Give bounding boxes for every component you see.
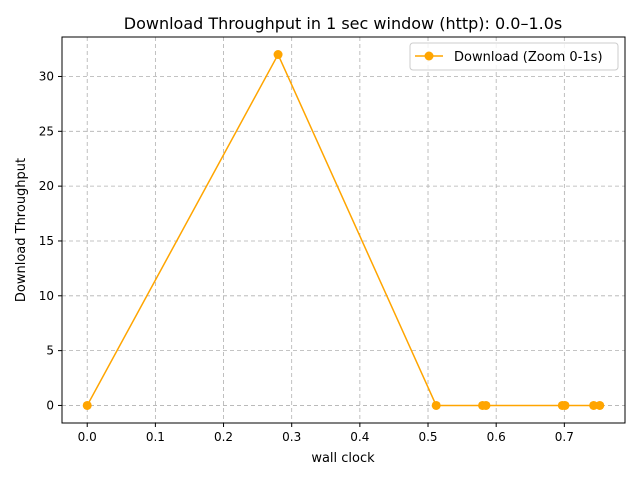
y-axis: 0 5 10 15 20 25 30 [39, 69, 62, 412]
x-tick-label: 0.5 [418, 430, 437, 444]
y-tick-label: 25 [39, 124, 54, 138]
x-tick-label: 0.6 [487, 430, 506, 444]
data-point-marker [273, 50, 283, 60]
y-tick-label: 0 [46, 398, 54, 412]
legend: Download (Zoom 0-1s) [409, 42, 619, 71]
legend-box [409, 42, 619, 71]
x-tick-label: 0.3 [282, 430, 301, 444]
data-point-marker [560, 400, 570, 410]
plot-area-frame [61, 36, 626, 424]
y-tick-label: 20 [39, 179, 54, 193]
chart-title: Download Throughput in 1 sec window (htt… [124, 14, 562, 33]
x-tick-label: 0.0 [78, 430, 97, 444]
data-point-marker [431, 400, 441, 410]
x-tick-label: 0.4 [350, 430, 369, 444]
data-point-marker [481, 400, 491, 410]
x-tick-label: 0.7 [555, 430, 574, 444]
y-tick-label: 15 [39, 234, 54, 248]
series-layer [82, 50, 605, 410]
y-tick-label: 5 [46, 344, 54, 358]
x-tick-label: 0.1 [146, 430, 165, 444]
y-tick-label: 30 [39, 69, 54, 83]
grid [62, 37, 625, 423]
legend-marker-swatch [424, 51, 434, 61]
y-axis-label: Download Throughput [14, 158, 29, 302]
legend-entry-label: Download (Zoom 0-1s) [454, 50, 603, 65]
y-tick-label: 10 [39, 289, 54, 303]
x-tick-label: 0.2 [214, 430, 233, 444]
data-point-marker [595, 400, 605, 410]
x-axis-label: wall clock [311, 451, 375, 466]
x-axis: 0.0 0.1 0.2 0.3 0.4 0.5 0.6 0.7 [78, 423, 574, 444]
data-point-marker [82, 400, 92, 410]
